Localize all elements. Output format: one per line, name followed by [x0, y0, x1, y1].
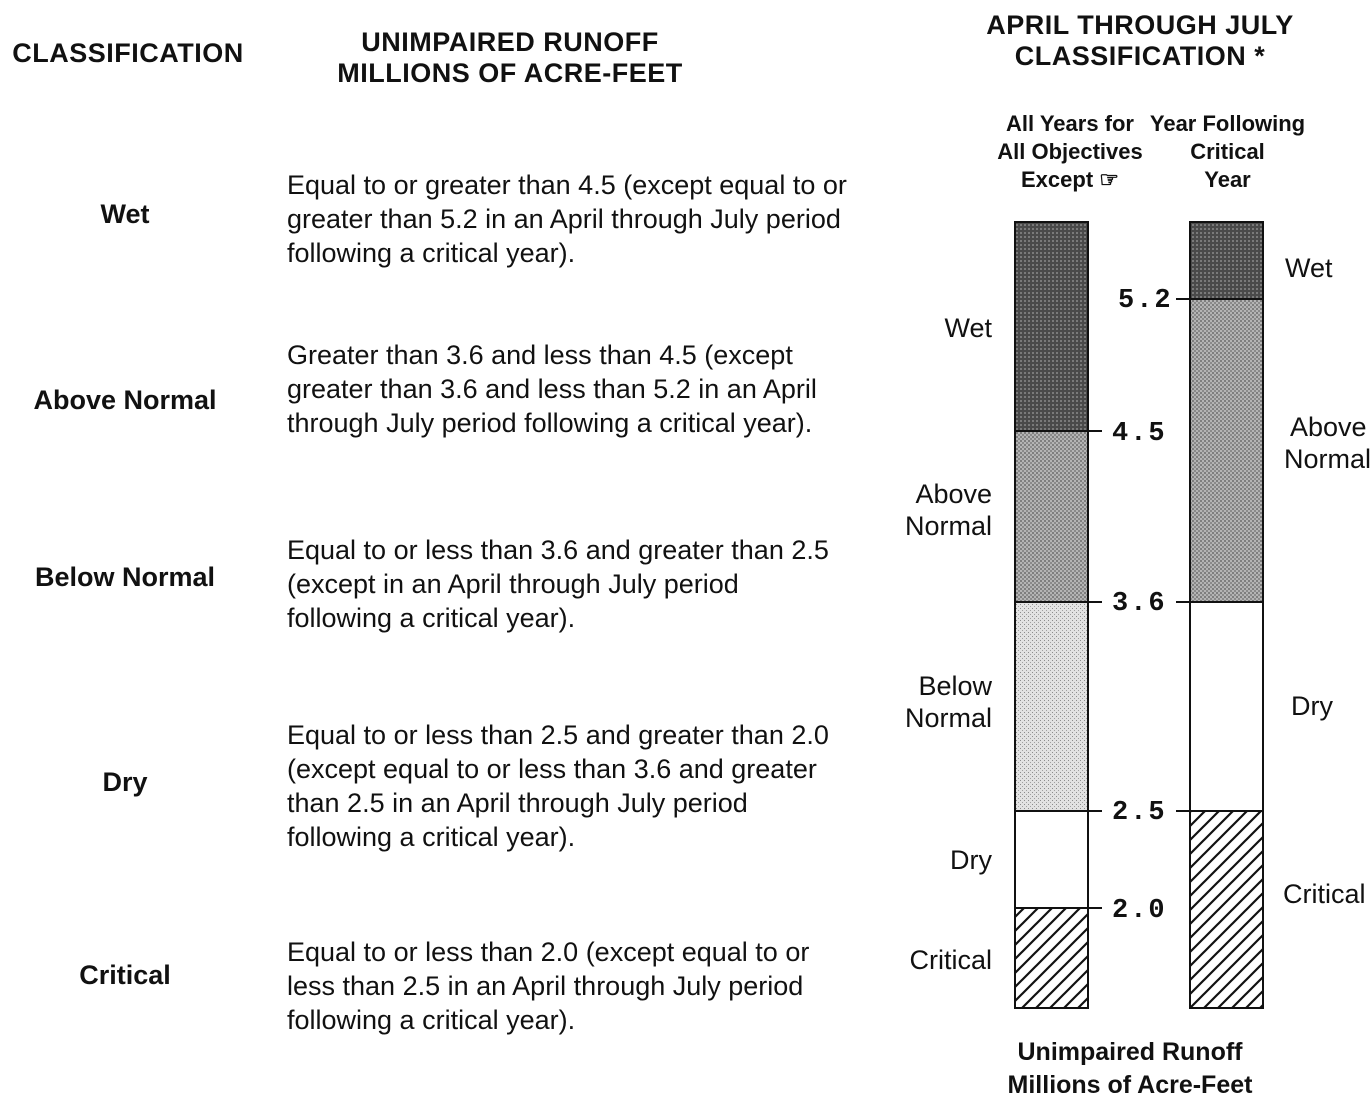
tick-label-2-0: 2.0	[1112, 896, 1167, 926]
column2-header-line2: Critical	[1190, 139, 1265, 164]
class-desc-critical: Equal to or less than 2.0 (except equal …	[287, 937, 810, 1035]
zone-label-critical: Critical	[909, 945, 992, 975]
class-desc-dry: Equal to or less than 2.5 and greater th…	[287, 720, 829, 852]
class-name-critical: Critical	[79, 960, 171, 990]
zone-label-above-normal: Above Normal	[880, 478, 992, 542]
column1-header-line2: All Objectives	[997, 139, 1143, 164]
zone-label-below-normal: Below Normal	[880, 670, 992, 734]
col2-wet-zone	[1190, 222, 1263, 299]
col1-above-normal-zone	[1015, 431, 1088, 602]
class-name-above-normal: Above Normal	[33, 385, 217, 415]
right-zone-label-above-normal-line2: Normal	[1284, 444, 1372, 474]
zone-label-dry: Dry	[950, 845, 992, 875]
column2-header-line3: Year	[1204, 167, 1251, 192]
tick-label-3-6: 3.6	[1112, 589, 1167, 619]
zone-label-above-normal-line2: Normal	[904, 511, 992, 541]
col2-above-normal-zone	[1190, 299, 1263, 602]
diagram-footer-line2: Millions of Acre-Feet	[1007, 1071, 1253, 1099]
diagram-footer: Unimpaired Runoff Millions of Acre-Feet	[985, 1036, 1275, 1102]
zone-label-above-normal-line1: Above	[915, 479, 992, 509]
diagram-title: APRIL THROUGH JULY CLASSIFICATION *	[960, 10, 1320, 72]
zone-label-wet: Wet	[944, 313, 992, 343]
right-zone-label-critical: Critical	[1283, 879, 1366, 909]
zone-label-below-normal-line2: Normal	[904, 703, 992, 733]
right-zone-label-dry: Dry	[1291, 691, 1333, 721]
runoff-header: UNIMPAIRED RUNOFF MILLIONS OF ACRE-FEET	[310, 27, 710, 89]
col1-critical-zone	[1015, 908, 1088, 1008]
runoff-header-line1: UNIMPAIRED RUNOFF	[361, 27, 659, 57]
class-name-wet: Wet	[100, 199, 150, 229]
tick-label-2-5: 2.5	[1112, 798, 1167, 828]
class-desc-above-normal: Greater than 3.6 and less than 4.5 (exce…	[287, 340, 817, 438]
column1-header-line3: Except ☞	[1021, 167, 1119, 192]
class-desc-below-normal: Equal to or less than 3.6 and greater th…	[287, 535, 829, 633]
col1-below-normal-zone	[1015, 602, 1088, 811]
right-zone-label-wet: Wet	[1285, 253, 1333, 283]
zone-label-below-normal-line1: Below	[918, 671, 992, 701]
column1-header: All Years for All Objectives Except ☞	[970, 110, 1170, 194]
column1-header-line1: All Years for	[1006, 111, 1134, 136]
class-name-dry: Dry	[102, 767, 148, 797]
right-zone-label-above-normal: Above Normal	[1284, 411, 1372, 475]
col2-dry-zone	[1190, 602, 1263, 811]
col2-critical-zone	[1190, 811, 1263, 1008]
col2-outline	[1189, 221, 1264, 1009]
diagram-title-line1: APRIL THROUGH JULY	[986, 10, 1294, 40]
classification-header: CLASSIFICATION	[12, 38, 244, 68]
class-name-below-normal: Below Normal	[34, 562, 216, 592]
tick-label-5-2: 5.2	[1118, 286, 1173, 316]
diagram-footer-line1: Unimpaired Runoff	[1017, 1038, 1243, 1066]
column2-header-line1: Year Following	[1149, 111, 1306, 136]
right-zone-label-above-normal-line1: Above	[1290, 412, 1367, 442]
diagram-title-line2: CLASSIFICATION *	[1014, 41, 1266, 71]
col1-dry-zone	[1015, 811, 1088, 908]
runoff-header-line2: MILLIONS OF ACRE-FEET	[337, 58, 683, 88]
class-desc-wet: Equal to or greater than 4.5 (except equ…	[287, 170, 847, 268]
col1-wet-zone	[1015, 222, 1088, 431]
tick-label-4-5: 4.5	[1112, 419, 1167, 449]
col1-outline	[1014, 221, 1089, 1009]
column2-header: Year Following Critical Year	[1140, 110, 1315, 194]
